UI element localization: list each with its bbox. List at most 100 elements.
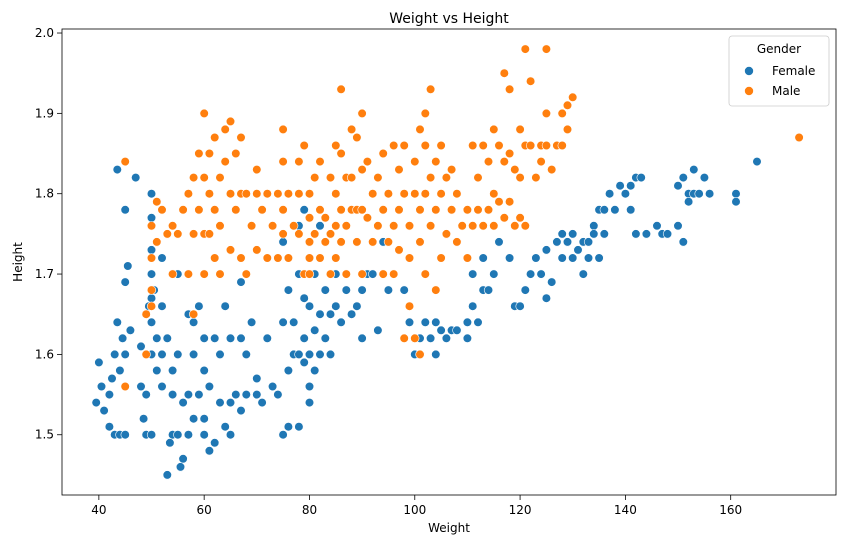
male-point [368,237,378,247]
female-point [557,253,567,263]
male-point [420,108,430,118]
female-point [562,237,573,247]
male-point [531,173,541,183]
male-point [357,165,367,175]
female-point [373,325,383,335]
male-point [431,205,441,215]
female-point [320,285,330,295]
female-point [473,317,483,327]
female-point [139,414,149,424]
female-point [573,245,583,255]
male-point [478,140,488,151]
female-point [678,173,688,183]
male-point [262,253,272,263]
male-point [320,213,330,223]
female-point [304,381,315,392]
female-point [189,349,199,360]
male-point [547,165,557,175]
male-point [236,132,246,143]
female-point [699,173,710,183]
male-point [389,269,399,279]
male-point [510,221,520,231]
male-point [515,173,525,183]
x-tick-label: 80 [302,503,317,517]
female-point [315,221,325,231]
legend-title: Gender [757,42,801,56]
male-point [299,140,309,151]
male-point [410,333,420,343]
male-point [215,173,225,183]
female-point [199,333,209,343]
male-point [220,157,230,167]
male-point [178,205,188,215]
male-point [336,148,346,159]
male-point [357,269,367,279]
male-point [194,205,204,215]
female-point [694,189,704,199]
male-point [510,165,520,175]
male-point [236,253,246,263]
female-point [215,349,225,360]
male-point [520,44,530,54]
male-point [231,205,241,215]
female-point [131,173,141,183]
chart-title: Weight vs Height [389,11,509,27]
female-point [615,181,625,191]
male-point [310,173,320,183]
male-point [273,189,283,199]
male-point [294,157,304,167]
male-point [378,269,388,279]
male-point [304,189,315,199]
female-point [568,253,578,263]
female-point [278,237,288,247]
male-point [357,108,367,118]
female-point [183,430,193,440]
y-tick-label: 1.8 [35,187,54,201]
female-point [294,422,304,432]
male-point [257,205,267,215]
female-point [452,325,462,335]
female-point [117,333,128,343]
female-point [257,398,267,408]
female-point [683,197,694,207]
female-point [531,253,541,263]
female-point [225,430,236,440]
female-point [189,414,199,424]
male-point [162,229,172,239]
male-point [241,189,251,199]
female-point [110,349,120,360]
male-point [231,148,241,159]
male-point [247,221,257,231]
legend: Gender Female Male [728,35,830,107]
female-point [304,349,315,360]
male-point [168,269,178,279]
male-point [173,229,183,239]
male-point [157,205,167,215]
male-point [362,213,373,223]
male-point [252,189,262,199]
male-point [294,189,304,199]
male-point [304,213,315,223]
male-point [252,245,262,255]
male-point [225,189,236,199]
female-point [157,253,167,263]
male-point [183,189,193,199]
female-point [636,173,646,183]
female-point [731,189,741,199]
female-point [494,237,504,247]
female-point [431,317,441,327]
male-point [483,205,494,215]
male-point [220,124,230,134]
female-point [168,390,178,400]
y-tick-label: 1.6 [35,347,54,361]
male-point [325,269,336,279]
female-point [583,237,594,247]
male-point [473,173,483,183]
male-point [431,285,441,295]
female-point [146,269,157,279]
y-tick-label: 1.9 [35,106,54,120]
female-point [236,333,246,343]
male-point [373,221,383,231]
male-point [452,189,462,199]
male-point [120,157,130,167]
